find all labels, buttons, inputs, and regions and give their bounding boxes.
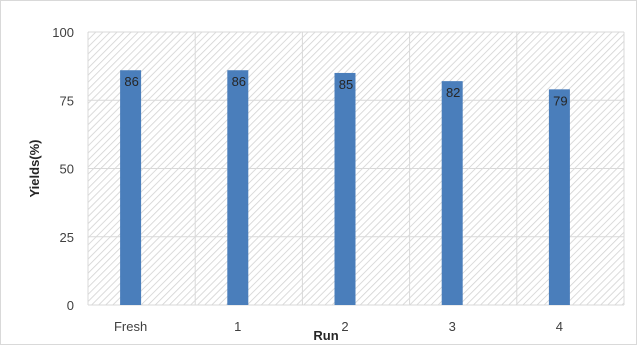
x-tick-label: 4: [556, 319, 563, 334]
x-tick-label: 3: [449, 319, 456, 334]
x-tick-label: 2: [341, 319, 348, 334]
x-axis-ticks: Fresh 1 2 3 4: [114, 319, 563, 334]
data-label: 79: [553, 93, 567, 108]
y-tick-label: 0: [67, 298, 74, 313]
y-tick-label: 75: [60, 93, 74, 108]
bars: [120, 70, 570, 305]
data-label: 85: [339, 77, 353, 92]
data-labels: 86 86 85 82 79: [124, 74, 567, 108]
bar: [120, 70, 142, 305]
y-tick-label: 100: [52, 25, 74, 40]
y-tick-label: 25: [60, 230, 74, 245]
x-tick-label: 1: [234, 319, 241, 334]
bar: [441, 81, 463, 305]
y-axis-ticks: 0 25 50 75 100: [52, 25, 74, 313]
bar: [227, 70, 249, 305]
data-label: 86: [232, 74, 246, 89]
y-tick-label: 50: [60, 162, 74, 177]
data-label: 82: [446, 85, 460, 100]
bar: [334, 72, 356, 305]
x-tick-label: Fresh: [114, 319, 147, 334]
data-label: 86: [124, 74, 138, 89]
gridlines: [87, 31, 625, 306]
x-axis-title: Run: [313, 328, 338, 343]
bar: [548, 89, 570, 305]
y-axis-title: Yields(%): [27, 139, 42, 197]
